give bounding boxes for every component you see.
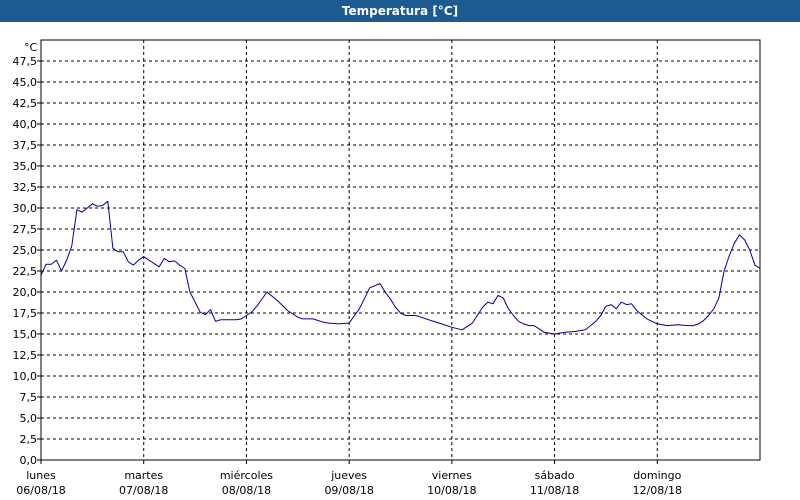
- y-tick-label: 27,5: [13, 223, 38, 236]
- plot-area: [40, 39, 761, 461]
- y-tick-label: 45,0: [13, 76, 38, 89]
- x-tick-date-label: 11/08/18: [530, 484, 579, 497]
- y-tick-label: 15,0: [13, 328, 38, 341]
- x-tick-date-label: 10/08/18: [427, 484, 476, 497]
- x-tick-day-label: martes: [124, 469, 163, 482]
- x-tick-day-label: sábado: [535, 469, 575, 482]
- y-tick-label: 32,5: [13, 181, 38, 194]
- x-axis: lunes 06/08/18 martes 07/08/18 miércoles 08/0…: [16, 460, 682, 497]
- temperature-series-line: [40, 200, 761, 335]
- y-tick-label: 35,0: [13, 160, 38, 173]
- y-tick-label: 30,0: [13, 202, 38, 215]
- x-tick-date-label: 08/08/18: [222, 484, 271, 497]
- x-tick-day-label: miércoles: [220, 469, 273, 482]
- y-tick-label: 7,5: [20, 391, 38, 404]
- x-tick-date-label: 06/08/18: [16, 484, 65, 497]
- y-tick-label: 5,0: [20, 412, 38, 425]
- y-tick-label: 22,5: [13, 265, 38, 278]
- y-tick-label: 12,5: [13, 349, 38, 362]
- y-tick-label: 20,0: [13, 286, 38, 299]
- y-tick-label: 40,0: [13, 118, 38, 131]
- x-tick-day-label: lunes: [26, 469, 56, 482]
- x-tick-date-label: 12/08/18: [633, 484, 682, 497]
- y-axis-unit-label: °C: [24, 41, 38, 54]
- chart-title: Temperatura [°C]: [0, 0, 800, 22]
- grid-lines: [41, 40, 760, 460]
- y-axis: 0,0 2,5 5,0 7,5 10,0 12,5 15,0 17,5 20,0 22,5 25,0…: [13, 55, 41, 467]
- y-tick-label: 47,5: [13, 55, 38, 68]
- y-tick-label: 17,5: [13, 307, 38, 320]
- series-layer: [40, 200, 761, 335]
- y-tick-label: 25,0: [13, 244, 38, 257]
- x-tick-date-label: 07/08/18: [119, 484, 168, 497]
- x-tick-day-label: jueves: [330, 469, 367, 482]
- y-tick-label: 10,0: [13, 370, 38, 383]
- x-tick-date-label: 09/08/18: [324, 484, 373, 497]
- y-tick-label: 37,5: [13, 139, 38, 152]
- y-tick-label: 2,5: [20, 433, 38, 446]
- y-tick-label: 42,5: [13, 97, 38, 110]
- y-tick-label: 0,0: [20, 454, 38, 467]
- x-tick-day-label: viernes: [432, 469, 472, 482]
- x-tick-day-label: domingo: [633, 469, 681, 482]
